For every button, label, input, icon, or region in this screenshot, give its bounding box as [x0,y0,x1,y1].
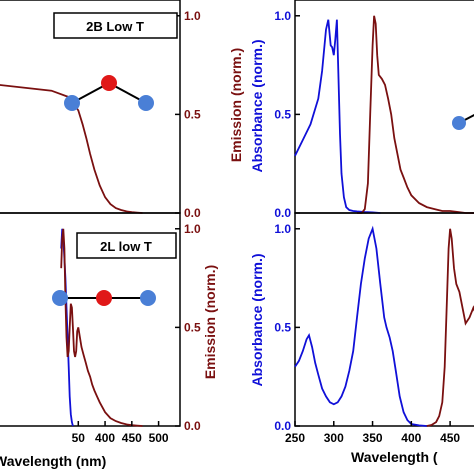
panel-bottom-left: 0.0 0.5 1.0 50 400 450 500 Emission (norm.) W… [0,212,218,469]
absorbance-line [294,225,427,427]
plot-frame [294,0,474,214]
panel-top-left: 0.0 0.5 1.0 Emission (norm.) 2B Low T [0,0,244,220]
molecule-linear [52,290,156,306]
y-tick-label: 0.0 [184,206,201,220]
atom-outer [140,290,156,306]
y-tick-label: 0.0 [184,419,201,433]
x-tick-label: 500 [149,431,169,445]
emission-line [357,15,474,214]
y-tick-label: 0.5 [184,320,201,334]
x-tick-label: 50 [72,431,86,445]
atom-outer [64,95,80,111]
plot-frame [294,212,474,427]
absorbance-line [294,19,381,214]
plot-frame [0,212,181,427]
atom-outer [452,116,466,130]
legend-box [76,232,177,259]
y-tick-label: 1.0 [184,222,201,236]
x-tick-label: 450 [440,431,460,445]
panel-top-right: 0.0 0.5 1.0 Absorbance (norm.) [249,0,474,220]
emission-line [426,228,474,427]
legend-label: 2B Low T [86,19,144,34]
x-tick-label: 400 [95,431,115,445]
x-tick-label: 350 [363,431,383,445]
right-y-axis-label: Emission (norm.) [228,48,244,162]
x-axis-label: Wavelength ( [351,449,438,465]
left-y-axis-label: Absorbance (norm.) [249,39,265,172]
emission-line [60,228,143,427]
y-tick-label: 0.5 [274,107,291,121]
x-tick-label: 450 [122,431,142,445]
y-tick-label: 0.0 [274,206,291,220]
atom-outer [52,290,68,306]
x-tick-label: 400 [401,431,421,445]
legend-box [53,12,178,39]
y-tick-label: 1.0 [274,222,291,236]
y-tick-label: 0.5 [274,320,291,334]
molecule-partial [452,113,474,130]
y-tick-label: 1.0 [184,9,201,23]
right-y-axis-label: Emission (norm.) [202,265,218,379]
x-tick-label: 250 [285,431,305,445]
panel-bottom-right: 0.0 0.5 1.0 250 300 350 400 450 Absorbance (no… [249,212,474,465]
x-tick-label: 300 [324,431,344,445]
y-tick-label: 0.0 [274,419,291,433]
y-tick-label: 1.0 [274,9,291,23]
atom-outer [138,95,154,111]
x-axis-label: Wavelength (nm) [0,453,106,469]
atom-center [101,75,117,91]
atom-center [96,290,112,306]
y-tick-label: 0.5 [184,107,201,121]
left-y-axis-label: Absorbance (norm.) [249,253,265,386]
molecule-bent [64,75,154,111]
legend-label: 2L low T [100,239,152,254]
